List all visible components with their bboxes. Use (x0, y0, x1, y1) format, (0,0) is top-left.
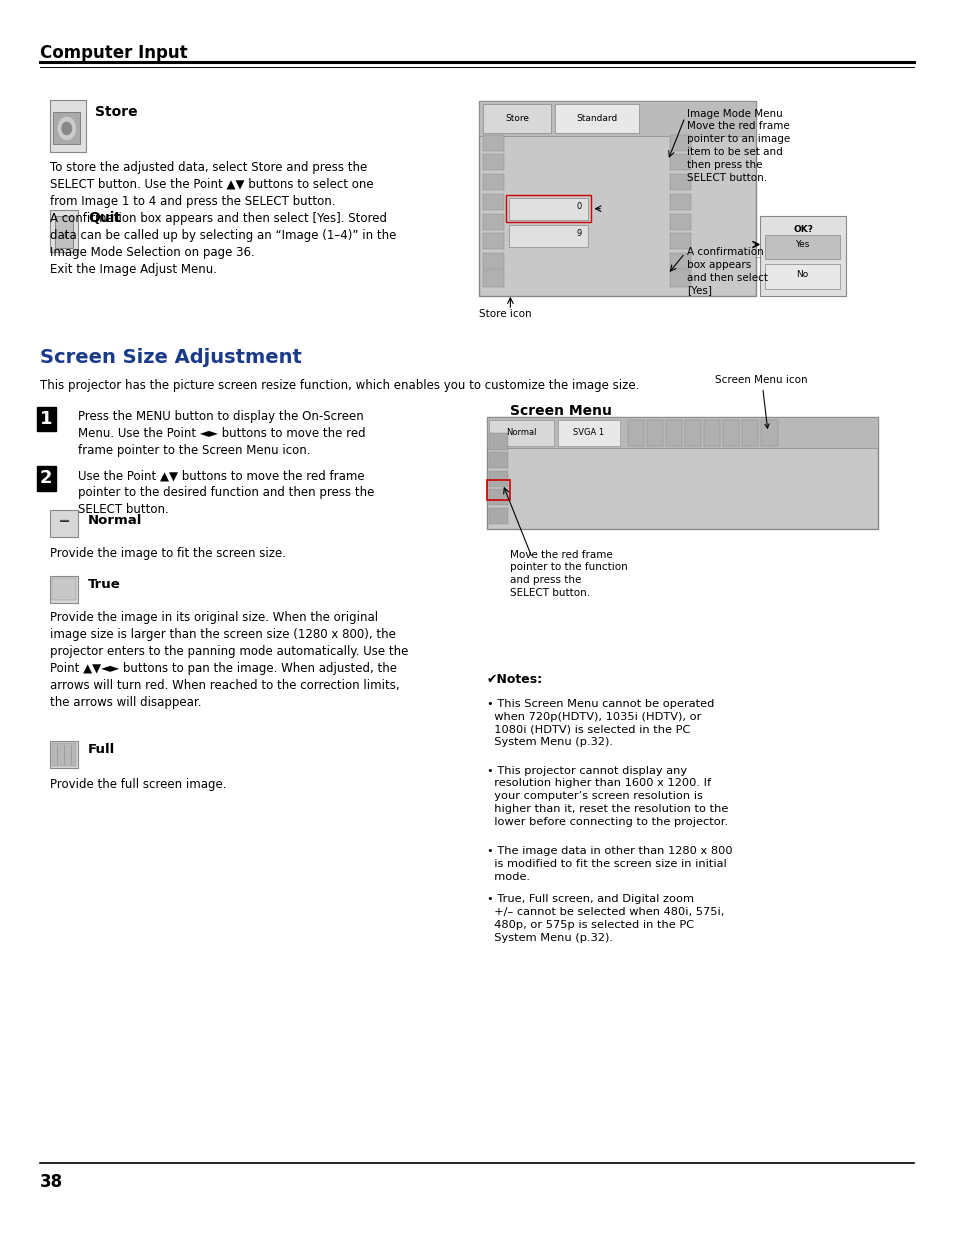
Bar (489, 471, 508, 487)
Text: Yes: Yes (794, 240, 809, 249)
Bar (760, 216, 845, 296)
Bar (51, 743, 76, 766)
Text: This projector has the picture screen resize function, which enables you to cust: This projector has the picture screen re… (40, 379, 639, 393)
Bar (50, 576, 78, 603)
Bar (51, 578, 76, 600)
Bar (489, 452, 508, 468)
Text: Image Mode Menu
Move the red frame
pointer to an image
item to be set and
then p: Image Mode Menu Move the red frame point… (686, 109, 789, 183)
Bar (760, 420, 777, 446)
Bar (482, 233, 503, 249)
Text: Full: Full (88, 743, 115, 757)
Text: Normal: Normal (88, 514, 142, 527)
Text: Screen Size Adjustment: Screen Size Adjustment (40, 348, 302, 367)
Bar (482, 253, 503, 269)
Text: Standard: Standard (576, 114, 618, 124)
Bar (669, 174, 690, 190)
Bar (665, 420, 681, 446)
Bar (669, 214, 690, 230)
Bar (482, 135, 503, 151)
Bar (509, 198, 587, 220)
Bar (558, 420, 619, 446)
Text: Normal: Normal (506, 427, 537, 437)
Bar (486, 417, 877, 448)
Bar (50, 100, 86, 152)
Text: Provide the image to fit the screen size.: Provide the image to fit the screen size… (50, 547, 285, 561)
Bar (489, 420, 554, 446)
Text: Provide the full screen image.: Provide the full screen image. (50, 778, 226, 792)
Bar (764, 235, 839, 259)
Bar (669, 270, 690, 287)
Text: OK?: OK? (793, 225, 812, 233)
Bar (489, 489, 508, 505)
Bar (627, 420, 643, 446)
Bar (482, 154, 503, 170)
Text: 38: 38 (40, 1173, 63, 1192)
Bar (669, 253, 690, 269)
Bar (505, 195, 591, 222)
Text: 1: 1 (40, 410, 52, 429)
Bar (669, 135, 690, 151)
Bar (764, 264, 839, 289)
Text: • This Screen Menu cannot be operated
  when 720p(HDTV), 1035i (HDTV), or
  1080: • This Screen Menu cannot be operated wh… (486, 699, 713, 747)
Bar (703, 420, 720, 446)
Text: Exit the Image Adjust Menu.: Exit the Image Adjust Menu. (50, 263, 216, 277)
Bar (555, 104, 639, 133)
Text: Screen Menu icon: Screen Menu icon (715, 375, 807, 429)
Bar (482, 104, 551, 133)
Bar (486, 417, 877, 529)
Bar (509, 225, 587, 247)
Text: 0: 0 (576, 201, 581, 211)
Bar (669, 233, 690, 249)
Bar (50, 510, 78, 537)
Bar (482, 194, 503, 210)
Bar (478, 101, 755, 296)
Bar (487, 480, 510, 500)
Text: To store the adjusted data, select Store and press the
SELECT button. Use the Po: To store the adjusted data, select Store… (50, 161, 395, 258)
Circle shape (58, 117, 75, 140)
Bar (482, 270, 503, 287)
Bar (669, 154, 690, 170)
Text: • The image data in other than 1280 x 800
  is modified to fit the screen size i: • The image data in other than 1280 x 80… (486, 846, 731, 882)
Text: Press the MENU button to display the On-Screen
Menu. Use the Point ◄► buttons to: Press the MENU button to display the On-… (78, 410, 365, 457)
Bar (489, 433, 508, 450)
Text: Store: Store (95, 105, 138, 119)
Bar (741, 420, 758, 446)
Text: Use the Point ▲▼ buttons to move the red frame
pointer to the desired function a: Use the Point ▲▼ buttons to move the red… (78, 469, 375, 516)
Bar (53, 112, 80, 144)
Bar (55, 216, 72, 248)
Circle shape (62, 122, 71, 135)
Text: A confirmation
box appears
and then select
[Yes]: A confirmation box appears and then sele… (686, 247, 767, 295)
Text: • This projector cannot display any
  resolution higher than 1600 x 1200. If
  y: • This projector cannot display any reso… (486, 766, 727, 827)
Bar (50, 210, 78, 252)
Text: Screen Menu: Screen Menu (510, 404, 612, 417)
Text: Computer Input: Computer Input (40, 44, 188, 63)
Text: ✔Notes:: ✔Notes: (486, 673, 542, 687)
Bar (50, 741, 78, 768)
Bar (482, 174, 503, 190)
Text: Move the red frame
pointer to the function
and press the
SELECT button.: Move the red frame pointer to the functi… (510, 550, 627, 598)
Text: Quit: Quit (89, 211, 122, 225)
Bar (489, 508, 508, 524)
Text: Store: Store (504, 114, 529, 124)
Bar (482, 214, 503, 230)
Text: 9: 9 (576, 228, 581, 238)
Bar (669, 194, 690, 210)
Text: SVGA 1: SVGA 1 (573, 427, 603, 437)
Text: Store icon: Store icon (478, 309, 531, 319)
Text: True: True (88, 578, 120, 592)
Bar (478, 101, 755, 136)
Text: Provide the image in its original size. When the original
image size is larger t: Provide the image in its original size. … (50, 611, 408, 709)
Bar (722, 420, 739, 446)
Text: 2: 2 (40, 469, 52, 488)
Text: ══: ══ (59, 516, 69, 526)
Bar (684, 420, 700, 446)
Text: • True, Full screen, and Digital zoom
  +/– cannot be selected when 480i, 575i,
: • True, Full screen, and Digital zoom +/… (486, 894, 723, 942)
Text: No: No (796, 269, 807, 279)
Bar (646, 420, 662, 446)
